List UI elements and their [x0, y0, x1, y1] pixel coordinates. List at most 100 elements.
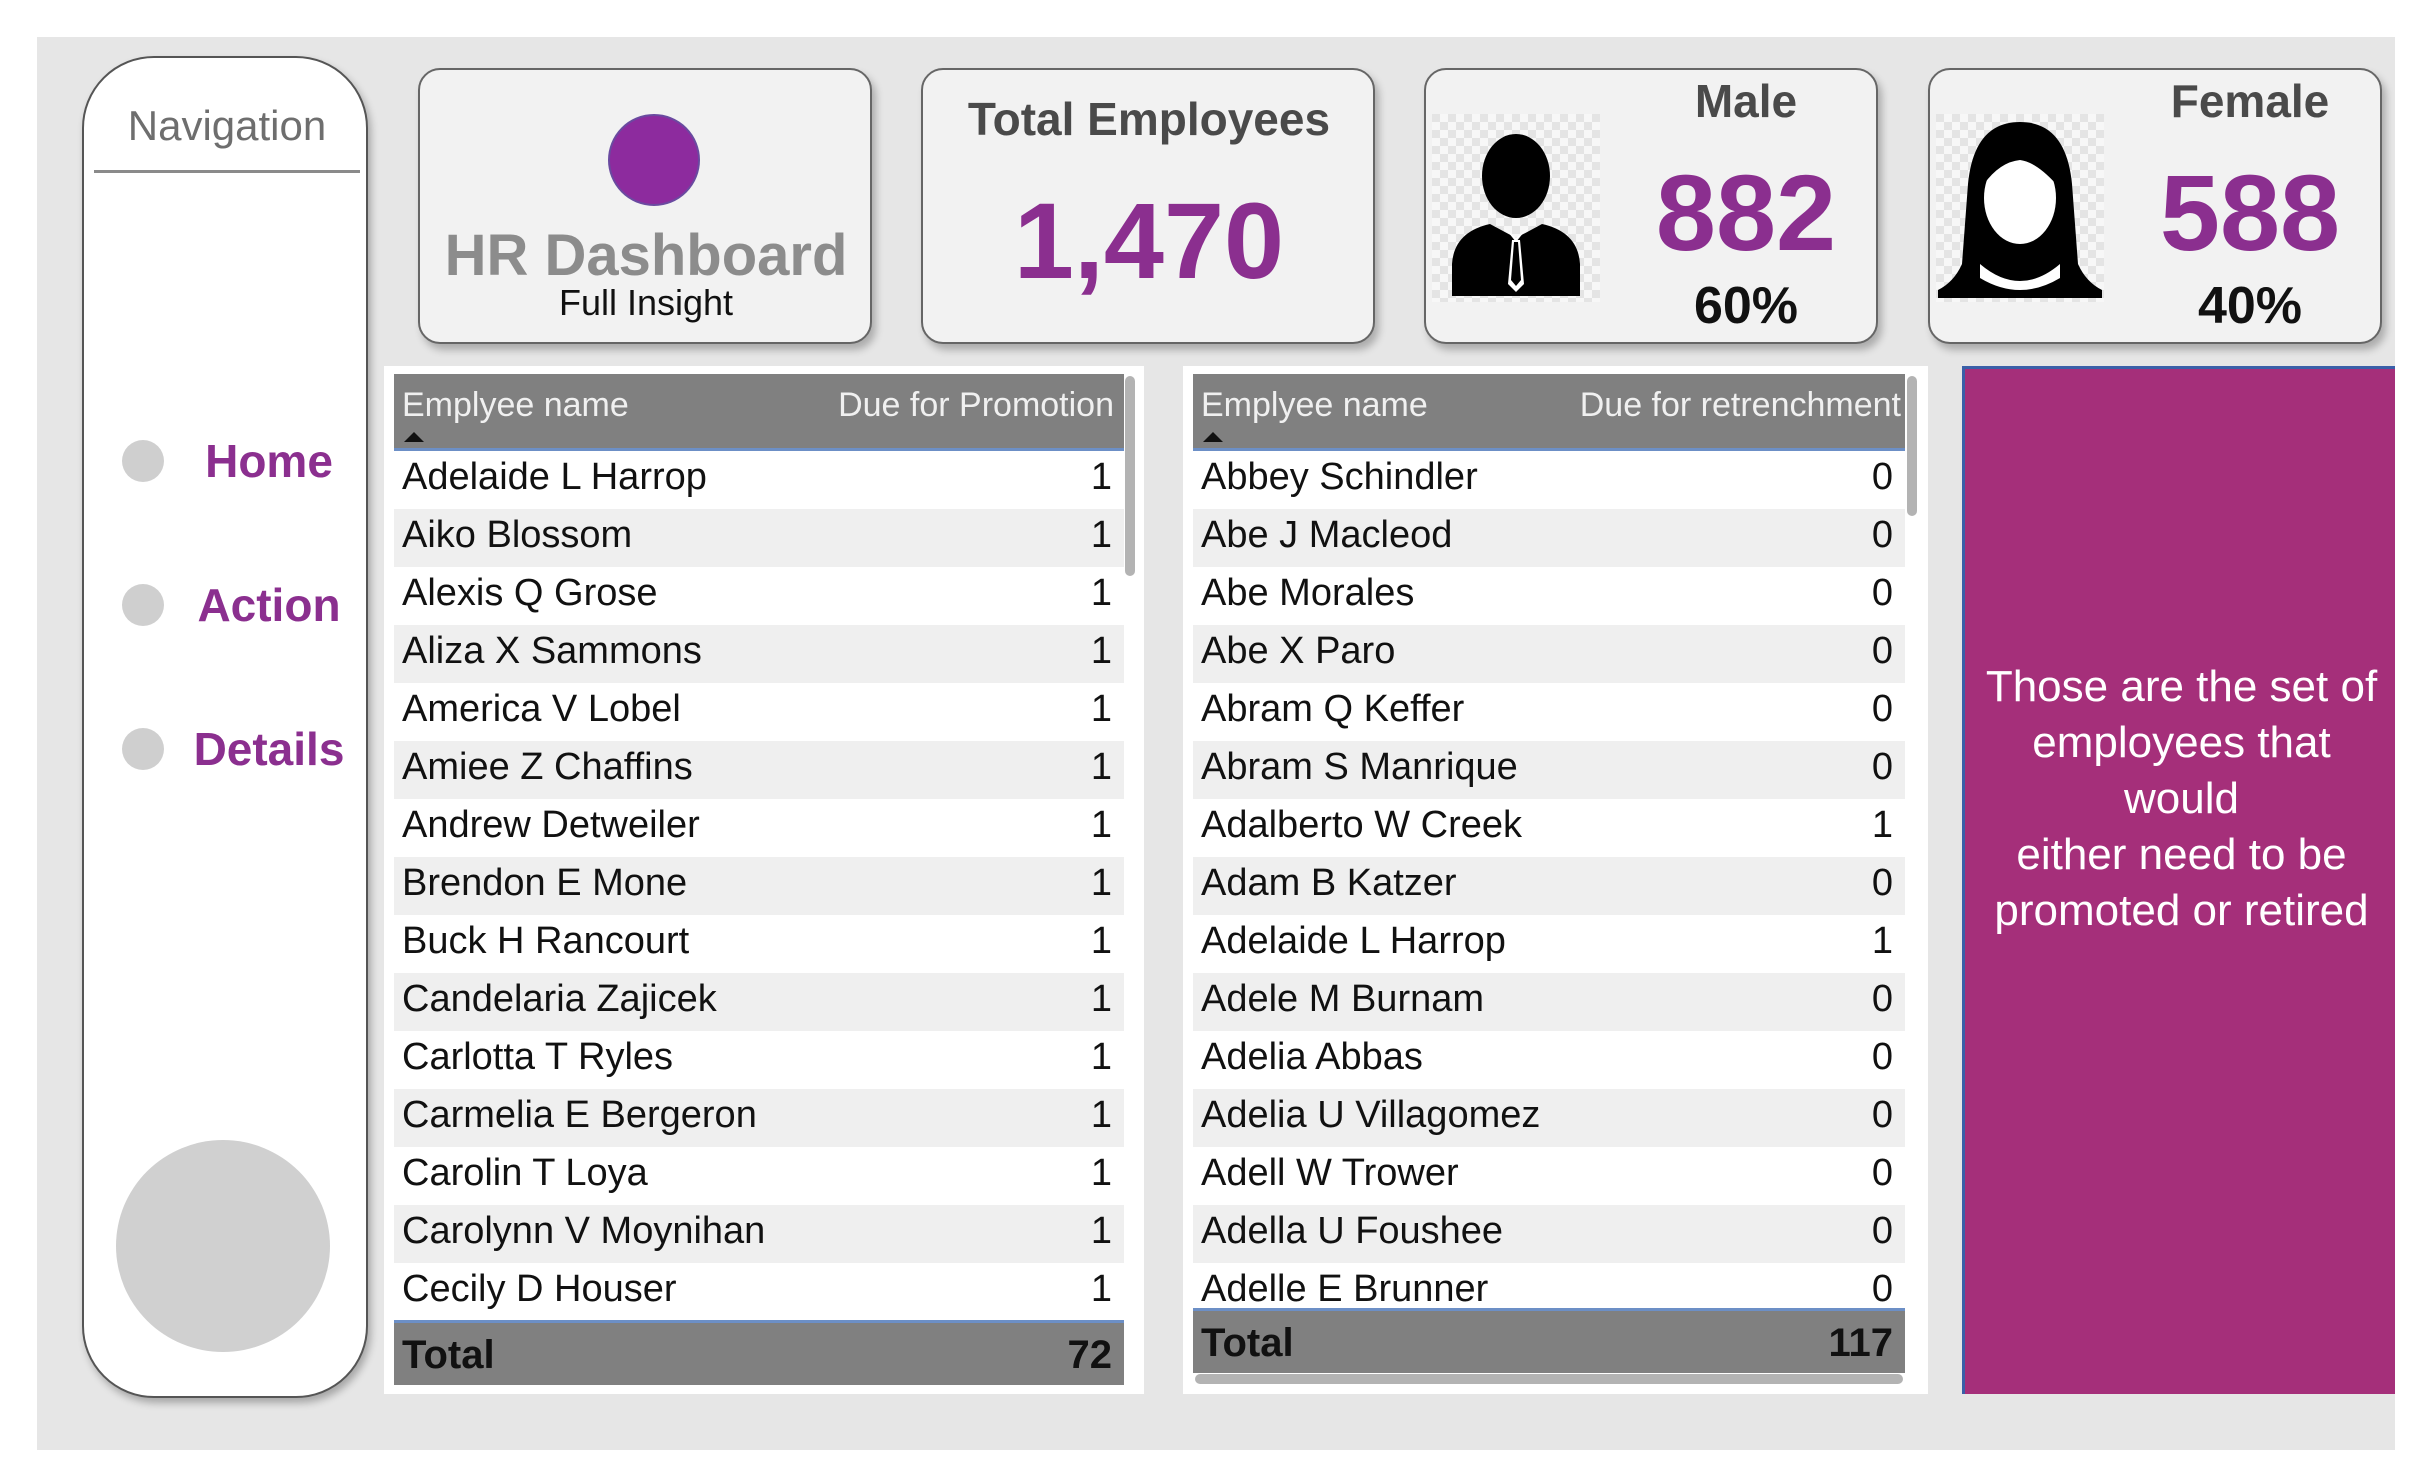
table-row[interactable]: Brendon E Mone 1 [394, 857, 1124, 915]
table-row[interactable]: Adele M Burnam 0 [1193, 973, 1905, 1031]
table-row[interactable]: Abram S Manrique 0 [1193, 741, 1905, 799]
female-title: Female [2170, 75, 2330, 127]
promotion-table: Emplyee name Due for Promotion Adelaide … [384, 366, 1144, 1394]
employee-name-cell: Aiko Blossom [402, 514, 633, 556]
info-line: Those are the set of [1985, 662, 2378, 711]
employee-name-cell: Buck H Rancourt [402, 920, 690, 962]
employee-name-cell: Carlotta T Ryles [402, 1036, 674, 1078]
employee-name-cell: Cecily D Houser [402, 1268, 677, 1310]
column-header-employee-name[interactable]: Emplyee name [1201, 386, 1428, 424]
employee-name-cell: Alexis Q Grose [402, 572, 658, 614]
value-cell: 0 [1871, 862, 1893, 904]
table-row[interactable]: Carolynn V Moynihan 1 [394, 1205, 1124, 1263]
value-cell: 1 [1090, 1036, 1112, 1078]
value-cell: 1 [1090, 688, 1112, 730]
column-header-due-for-promotion[interactable]: Due for Promotion [838, 386, 1114, 424]
female-avatar-icon [1936, 114, 2104, 302]
promotion-table-scrollbar[interactable] [1125, 376, 1135, 576]
table-row[interactable]: Aiko Blossom 1 [394, 509, 1124, 567]
value-cell: 1 [1090, 1152, 1112, 1194]
value-cell: 1 [1871, 804, 1893, 846]
table-row[interactable]: Abe Morales 0 [1193, 567, 1905, 625]
table-row[interactable]: America V Lobel 1 [394, 683, 1124, 741]
male-card: Male 882 60% [1424, 68, 1878, 344]
navigation-panel: Navigation Home Action Details [82, 56, 368, 1398]
table-row[interactable]: Adalberto W Creek 1 [1193, 799, 1905, 857]
promotion-table-header: Emplyee name Due for Promotion [394, 374, 1124, 448]
retrenchment-table-hscrollbar[interactable] [1195, 1374, 1903, 1384]
male-percent: 60% [1693, 277, 1799, 335]
employee-name-cell: Abram S Manrique [1201, 746, 1518, 788]
table-row[interactable]: Carlotta T Ryles 1 [394, 1031, 1124, 1089]
table-row[interactable]: Andrew Detweiler 1 [394, 799, 1124, 857]
value-cell: 1 [1871, 920, 1893, 962]
value-cell: 0 [1871, 1094, 1893, 1136]
table-row[interactable]: Adelaide L Harrop 1 [394, 451, 1124, 509]
table-row[interactable]: Adella U Foushee 0 [1193, 1205, 1905, 1263]
table-row[interactable]: Abe J Macleod 0 [1193, 509, 1905, 567]
column-header-due-for-retrenchment[interactable]: Due for retrenchment [1579, 386, 1901, 424]
employee-name-cell: Carmelia E Bergeron [402, 1094, 757, 1136]
info-text: Those are the set of employees that woul… [1975, 659, 2388, 939]
table-row[interactable]: Abbey Schindler 0 [1193, 451, 1905, 509]
value-cell: 0 [1871, 978, 1893, 1020]
value-cell: 1 [1090, 630, 1112, 672]
nav-item-action[interactable]: Action [122, 574, 362, 634]
value-cell: 0 [1871, 630, 1893, 672]
female-card: Female 588 40% [1928, 68, 2382, 344]
table-row[interactable]: Amiee Z Chaffins 1 [394, 741, 1124, 799]
sort-ascending-icon[interactable] [1203, 432, 1223, 442]
info-line: either need to be [2016, 830, 2347, 879]
table-row[interactable]: Carmelia E Bergeron 1 [394, 1089, 1124, 1147]
employee-name-cell: Abbey Schindler [1201, 456, 1478, 498]
table-row[interactable]: Aliza X Sammons 1 [394, 625, 1124, 683]
value-cell: 1 [1090, 746, 1112, 788]
table-row[interactable]: Adell W Trower 0 [1193, 1147, 1905, 1205]
employee-name-cell: Adelia Abbas [1201, 1036, 1423, 1078]
info-panel: Those are the set of employees that woul… [1962, 366, 2395, 1394]
employee-name-cell: Adalberto W Creek [1201, 804, 1523, 846]
retrenchment-table-vscrollbar[interactable] [1907, 376, 1917, 516]
retrenchment-total-value: 117 [1828, 1321, 1893, 1365]
value-cell: 0 [1871, 1152, 1893, 1194]
value-cell: 1 [1090, 514, 1112, 556]
table-row[interactable]: Abram Q Keffer 0 [1193, 683, 1905, 741]
employee-name-cell: Abe J Macleod [1201, 514, 1453, 556]
value-cell: 0 [1871, 1036, 1893, 1078]
column-header-employee-name[interactable]: Emplyee name [402, 386, 629, 424]
value-cell: 1 [1090, 572, 1112, 614]
nav-item-details[interactable]: Details [122, 718, 362, 778]
male-avatar-icon [1432, 114, 1600, 302]
employee-name-cell: Carolin T Loya [402, 1152, 648, 1194]
table-row[interactable]: Adelia Abbas 0 [1193, 1031, 1905, 1089]
table-row[interactable]: Adelia U Villagomez 0 [1193, 1089, 1905, 1147]
table-row[interactable]: Candelaria Zajicek 1 [394, 973, 1124, 1031]
table-row[interactable]: Cecily D Houser 1 [394, 1263, 1124, 1321]
value-cell: 1 [1090, 1094, 1112, 1136]
navigation-divider [94, 170, 360, 173]
value-cell: 1 [1090, 456, 1112, 498]
employee-name-cell: Adelle E Brunner [1201, 1268, 1489, 1310]
nav-circle-button[interactable] [116, 1140, 330, 1352]
employee-name-cell: Carolynn V Moynihan [402, 1210, 766, 1252]
table-row[interactable]: Adelle E Brunner 0 [1193, 1263, 1905, 1321]
employee-name-cell: America V Lobel [402, 688, 681, 730]
female-count: 588 [2159, 152, 2341, 273]
sort-ascending-icon[interactable] [404, 432, 424, 442]
header-divider [1193, 448, 1905, 451]
table-row[interactable]: Carolin T Loya 1 [394, 1147, 1124, 1205]
table-row[interactable]: Adam B Katzer 0 [1193, 857, 1905, 915]
employee-name-cell: Aliza X Sammons [402, 630, 702, 672]
nav-item-home[interactable]: Home [122, 430, 362, 490]
value-cell: 0 [1871, 1268, 1893, 1310]
employee-name-cell: Brendon E Mone [402, 862, 688, 904]
total-label: Total [1201, 1321, 1294, 1365]
table-row[interactable]: Alexis Q Grose 1 [394, 567, 1124, 625]
table-row[interactable]: Abe X Paro 0 [1193, 625, 1905, 683]
nav-label-details: Details [193, 723, 345, 775]
retrenchment-total-row: Total 117 [1193, 1311, 1905, 1373]
table-row[interactable]: Adelaide L Harrop 1 [1193, 915, 1905, 973]
details-bullet-icon [122, 728, 164, 770]
employee-name-cell: Abe Morales [1201, 572, 1415, 614]
table-row[interactable]: Buck H Rancourt 1 [394, 915, 1124, 973]
